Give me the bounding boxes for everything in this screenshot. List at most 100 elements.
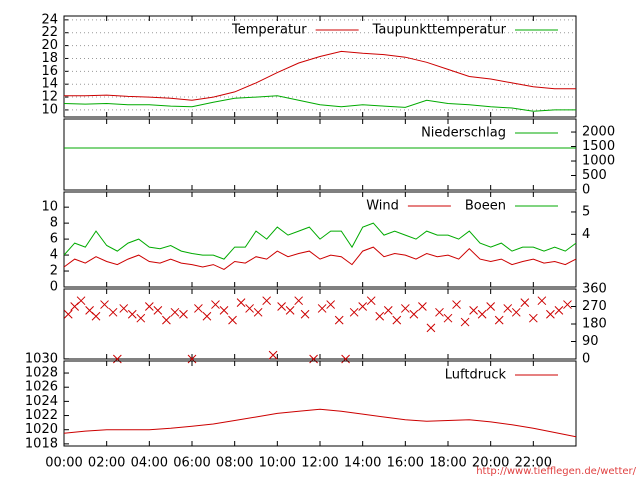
x-tick-label: 12:00	[301, 456, 338, 471]
direction-point	[179, 309, 188, 319]
y2-tick-label: 5	[582, 204, 590, 219]
x-tick-label: 18:00	[429, 456, 466, 471]
y2-tick-label: 0	[582, 183, 590, 198]
y-tick-label: 22	[41, 25, 58, 40]
direction-point	[136, 313, 146, 323]
direction-point	[366, 296, 376, 306]
source-link: http://www.tiefflegen.de/wetter/	[476, 466, 636, 477]
direction-point	[503, 304, 513, 313]
y-tick-label: 1030	[25, 351, 58, 366]
direction-point	[100, 300, 109, 309]
direction-point	[219, 306, 229, 315]
direction-point	[418, 302, 427, 311]
direction-point	[400, 304, 410, 313]
direction-point	[494, 315, 504, 325]
y-tick-label: 1022	[25, 408, 58, 423]
y-tick-label: 6	[50, 232, 58, 247]
legend-label: Taupunkttemperatur	[372, 23, 507, 38]
y-tick-label: 0	[50, 280, 58, 295]
y2-tick-label: 1000	[582, 154, 615, 169]
direction-point	[326, 300, 336, 309]
x-tick-label: 06:00	[173, 456, 210, 471]
direction-point	[253, 307, 263, 317]
series-line	[63, 222, 577, 260]
y-tick-label: 1026	[25, 380, 58, 395]
direction-point	[245, 304, 254, 313]
direction-point	[300, 309, 310, 319]
y-tick-label: 14	[41, 77, 58, 92]
y2-tick-label: 180	[582, 317, 607, 332]
y-tick-label: 10	[41, 102, 58, 117]
x-tick-label: 16:00	[387, 456, 424, 471]
direction-point	[268, 350, 278, 360]
direction-point	[309, 354, 318, 364]
direction-point	[334, 315, 344, 325]
direction-point	[317, 304, 327, 313]
x-tick-label: 14:00	[344, 456, 381, 471]
y2-tick-label: 4	[582, 227, 590, 242]
series-line	[64, 50, 576, 101]
y-tick-label: 1018	[25, 436, 58, 451]
y2-tick-label: 2000	[582, 125, 615, 140]
x-tick-label: 10:00	[259, 456, 296, 471]
x-tick-label: 20:00	[472, 456, 509, 471]
direction-point	[285, 306, 295, 315]
x-tick-label: 22:00	[515, 456, 552, 471]
y-tick-label: 18	[41, 51, 58, 66]
y2-tick-label: 1500	[582, 139, 615, 154]
direction-point	[358, 302, 368, 311]
direction-point	[435, 307, 444, 317]
direction-point	[469, 306, 478, 315]
y-tick-label: 24	[41, 12, 58, 27]
direction-point	[383, 306, 393, 315]
direction-point	[426, 323, 436, 333]
direction-point	[409, 309, 419, 319]
direction-point	[563, 300, 572, 309]
direction-point	[153, 306, 163, 315]
direction-point	[520, 298, 530, 307]
x-tick-label: 04:00	[131, 456, 168, 471]
direction-point	[187, 354, 197, 364]
direction-point	[202, 311, 212, 321]
y-tick-label: 8	[50, 216, 58, 231]
y-tick-label: 2	[50, 264, 58, 279]
direction-point	[460, 317, 470, 327]
y-tick-label: 20	[41, 38, 58, 53]
y2-tick-label: 360	[582, 282, 607, 297]
direction-point	[477, 309, 487, 319]
direction-point	[349, 307, 359, 317]
direction-point	[554, 306, 564, 315]
x-tick-label: 08:00	[216, 456, 253, 471]
y-tick-label: 1028	[25, 366, 58, 381]
series-line	[63, 408, 577, 438]
direction-point	[294, 296, 304, 306]
direction-point	[170, 307, 180, 317]
direction-point	[452, 300, 461, 309]
panel-frame	[63, 288, 577, 360]
direction-point	[76, 296, 86, 306]
direction-point	[511, 307, 521, 317]
direction-point	[537, 296, 547, 306]
y-tick-label: 1020	[25, 422, 58, 437]
legend-label: Luftdruck	[445, 368, 507, 383]
direction-point	[228, 315, 237, 325]
series-line	[63, 246, 577, 270]
direction-point	[341, 354, 350, 364]
direction-point	[375, 311, 385, 321]
direction-point	[262, 296, 272, 306]
legend-label: Niederschlag	[421, 126, 506, 141]
direction-point	[528, 313, 538, 323]
y2-tick-label: 0	[582, 352, 590, 367]
y2-tick-label: 90	[582, 334, 599, 349]
legend-label: Wind	[366, 199, 399, 214]
series-line	[63, 95, 576, 112]
direction-point	[443, 313, 453, 323]
direction-point	[546, 309, 555, 319]
direction-point	[63, 309, 73, 319]
y2-tick-label: 270	[582, 299, 607, 314]
direction-point	[236, 298, 246, 307]
direction-point	[162, 315, 171, 325]
y2-tick-label: 500	[582, 168, 607, 183]
direction-point	[194, 304, 203, 313]
